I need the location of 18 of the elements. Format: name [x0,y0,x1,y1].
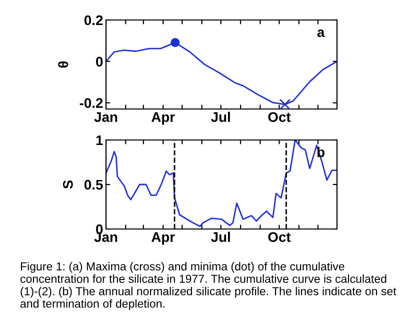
x-tick-label: Jul [211,112,230,122]
y-tick-label: 0 [96,56,103,67]
annotation: a [317,29,325,38]
x-tick-label: Jan [94,112,118,122]
x-tick-label: Apr [152,112,175,125]
x-tick-label: Jan [94,232,118,242]
y-tick-label: -0.2 [80,98,103,108]
line-series [106,140,337,228]
y-tick-label: 0.5 [84,180,103,190]
y-tick-label: 0.2 [84,15,103,26]
y-axis-title: S [63,180,73,189]
caption: Figure 1: (a) Maxima (cross) and minima (dot) of the cumulative concentration for the silicate in 1977. The cumulative curve is calculated (1)-(2). (b) The annual normalized silicate profile. The lines indicate on set and termination of depletion. [20,262,396,310]
x-tick-label: Jul [211,232,230,242]
x-tick-label: Oct [268,232,291,242]
y-axis-title: θ [58,61,68,68]
y-tick-label: 1 [96,135,103,146]
x-tick-label: Oct [268,112,291,122]
x-tick-label: Apr [152,232,175,245]
